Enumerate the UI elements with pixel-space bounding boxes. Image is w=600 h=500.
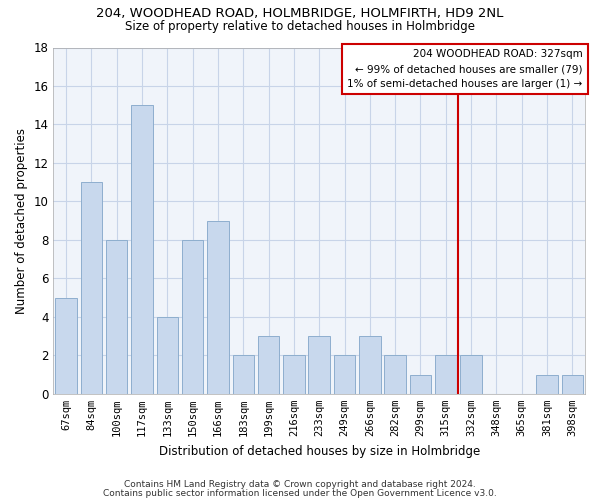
Bar (562, 374, 583, 394)
Bar (233, 356, 254, 394)
Bar (80, 182, 102, 394)
Bar (283, 356, 305, 394)
Bar (182, 240, 203, 394)
Text: Size of property relative to detached houses in Holmbridge: Size of property relative to detached ho… (125, 20, 475, 33)
Bar (106, 240, 127, 394)
Bar (131, 105, 153, 394)
Bar (359, 336, 380, 394)
Bar (410, 374, 431, 394)
Bar (536, 374, 558, 394)
Y-axis label: Number of detached properties: Number of detached properties (15, 128, 28, 314)
Text: Contains HM Land Registry data © Crown copyright and database right 2024.: Contains HM Land Registry data © Crown c… (124, 480, 476, 489)
X-axis label: Distribution of detached houses by size in Holmbridge: Distribution of detached houses by size … (158, 444, 480, 458)
Bar (435, 356, 457, 394)
Text: Contains public sector information licensed under the Open Government Licence v3: Contains public sector information licen… (103, 488, 497, 498)
Bar (385, 356, 406, 394)
Text: 204, WOODHEAD ROAD, HOLMBRIDGE, HOLMFIRTH, HD9 2NL: 204, WOODHEAD ROAD, HOLMBRIDGE, HOLMFIRT… (97, 8, 503, 20)
Bar (157, 317, 178, 394)
Bar (334, 356, 355, 394)
Bar (55, 298, 77, 394)
Bar (207, 220, 229, 394)
Text: 204 WOODHEAD ROAD: 327sqm
← 99% of detached houses are smaller (79)
1% of semi-d: 204 WOODHEAD ROAD: 327sqm ← 99% of detac… (347, 49, 583, 89)
Bar (258, 336, 280, 394)
Bar (460, 356, 482, 394)
Bar (308, 336, 330, 394)
